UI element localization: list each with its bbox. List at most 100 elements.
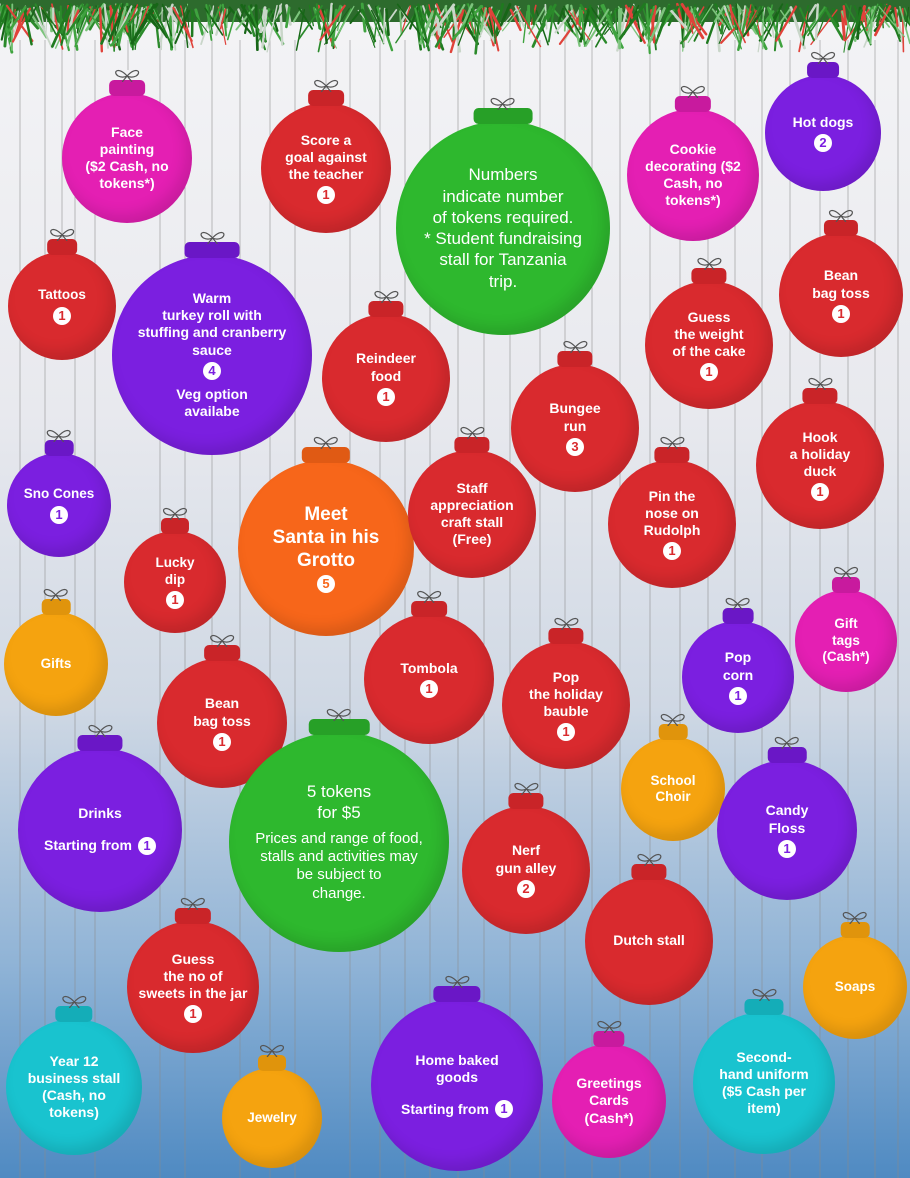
bow-icon xyxy=(834,566,858,579)
token-count-badge: 1 xyxy=(811,483,829,502)
ornament-cap xyxy=(473,97,533,124)
bow-icon xyxy=(260,1044,284,1057)
ornament-turkey: Warm turkey roll with stuffing and cranb… xyxy=(112,231,312,455)
starting-from-label: Starting from xyxy=(44,836,132,853)
bow-icon xyxy=(314,79,338,92)
ornament-label: Nerf gun alley xyxy=(495,842,557,876)
ornament-label: Pop the holiday bauble xyxy=(529,668,603,720)
ornament-label: Bungee run xyxy=(549,400,601,434)
ornament-bean-bag-right: Bean bag toss 1 xyxy=(779,209,903,357)
ornament-cap xyxy=(174,897,212,924)
ornament-candy-floss: Candy Floss 1 xyxy=(717,736,857,900)
ornament-cap xyxy=(744,988,784,1015)
ornament-cap xyxy=(308,708,370,735)
bow-icon xyxy=(417,590,441,603)
ornament-cap xyxy=(654,436,690,463)
ornament-santa: Meet Santa in his Grotto 5 xyxy=(238,436,414,636)
ornament-label: Meet Santa in his Grotto xyxy=(272,503,380,572)
ornament-label: Home baked goods xyxy=(415,1051,499,1085)
bow-icon xyxy=(514,782,538,795)
ornament-label: Jewelry xyxy=(247,1109,297,1125)
token-count-badge: 1 xyxy=(137,836,156,855)
ornament-cap xyxy=(548,617,584,644)
token-count-badge: 2 xyxy=(517,879,535,898)
ornament-info: Numbers indicate number of tokens requir… xyxy=(396,97,610,335)
ornament-label: 5 tokens for $5 xyxy=(306,782,372,823)
bow-icon xyxy=(597,1020,621,1033)
ornament-cap xyxy=(44,429,74,456)
bow-icon xyxy=(697,257,721,270)
ornament-face-painting: Face painting ($2 Cash, no tokens*) xyxy=(62,69,192,223)
ornament-cap xyxy=(411,590,447,617)
ornament-soaps: Soaps xyxy=(803,911,907,1039)
ornament-tattoos: Tattoos 1 xyxy=(8,228,116,360)
bow-icon xyxy=(50,228,74,241)
token-count-badge: 1 xyxy=(494,1100,513,1119)
bow-icon xyxy=(661,713,685,726)
ornament-cap xyxy=(77,724,123,751)
ornament-gifts: Gifts xyxy=(4,588,108,716)
ornament-cap xyxy=(41,588,71,615)
ornament-cap xyxy=(160,507,190,534)
ornament-dutch: Dutch stall xyxy=(585,853,713,1005)
ornament-label: Face painting ($2 Cash, no tokens*) xyxy=(85,123,169,192)
token-count-badge: 1 xyxy=(557,723,575,742)
token-count-badge: 1 xyxy=(377,387,395,406)
ornament-guess-cake: Guess the weight of the cake 1 xyxy=(645,257,773,409)
ornament-cap xyxy=(433,975,481,1002)
ornament-cap xyxy=(807,51,839,78)
bow-icon xyxy=(200,231,224,244)
bow-icon xyxy=(181,897,205,910)
ornament-cap xyxy=(55,995,93,1022)
ornament-label: Candy Floss xyxy=(765,802,809,836)
ornament-pin-nose: Pin the nose on Rudolph 1 xyxy=(608,436,736,588)
token-count-badge: 1 xyxy=(832,304,850,323)
ornament-jewelry: Jewelry xyxy=(222,1044,322,1168)
ornament-cap xyxy=(204,634,240,661)
ornament-label: Gifts xyxy=(40,655,72,671)
ornament-label: Greetings Cards (Cash*) xyxy=(576,1075,642,1126)
ornament-label: Numbers indicate number of tokens requir… xyxy=(424,165,582,291)
bow-icon xyxy=(660,436,684,449)
ornament-greetings: Greetings Cards (Cash*) xyxy=(552,1020,666,1158)
ornament-uniform: Second- hand uniform ($5 Cash per item) xyxy=(693,988,835,1154)
bow-icon xyxy=(811,51,835,64)
ornament-label: Staff appreciation craft stall (Free) xyxy=(430,479,514,548)
bow-icon xyxy=(115,69,139,82)
ornament-cap xyxy=(301,436,351,463)
ornament-hot-dogs: Hot dogs 2 xyxy=(765,51,881,191)
ornament-label: Drinks xyxy=(78,805,122,822)
token-count-badge: 1 xyxy=(700,363,718,382)
bow-icon xyxy=(554,617,578,630)
ornament-cap xyxy=(658,713,688,740)
ornament-gift-tags: Gift tags (Cash*) xyxy=(795,566,897,692)
starting-from-row: Starting from 1 xyxy=(401,1100,513,1119)
bow-icon xyxy=(726,597,750,610)
bow-icon xyxy=(563,340,587,353)
ornament-guess-sweets: Guess the no of sweets in the jar 1 xyxy=(127,897,259,1053)
ornament-label: Second- hand uniform ($5 Cash per item) xyxy=(719,1048,809,1117)
ornament-score-goal: Score a goal against the teacher 1 xyxy=(261,79,391,233)
ornament-cap xyxy=(840,911,870,938)
token-count-badge: 1 xyxy=(729,686,747,705)
ornament-label: Gift tags (Cash*) xyxy=(822,616,870,665)
ornament-label: Pop corn xyxy=(722,649,754,683)
bow-icon xyxy=(210,634,234,647)
ornament-cap xyxy=(109,69,145,96)
ornament-sno-cones: Sno Cones 1 xyxy=(7,429,111,557)
token-count-badge: 1 xyxy=(53,306,71,325)
tinsel-garland: /* placeholder */ xyxy=(0,0,910,55)
ornament-cap xyxy=(184,231,240,258)
bow-icon xyxy=(775,736,799,749)
token-count-badge: 1 xyxy=(663,542,681,561)
ornament-cap xyxy=(674,85,712,112)
ornament-cap xyxy=(557,340,593,367)
token-count-badge: 1 xyxy=(778,839,796,858)
ornament-nerf: Nerf gun alley 2 xyxy=(462,782,590,934)
starting-from-label: Starting from xyxy=(401,1100,489,1117)
token-count-badge: 3 xyxy=(566,437,584,456)
ornament-cap xyxy=(47,228,77,255)
bow-icon xyxy=(47,429,71,442)
ornament-label: Bean bag toss xyxy=(812,267,870,301)
token-count-badge: 1 xyxy=(166,590,184,609)
